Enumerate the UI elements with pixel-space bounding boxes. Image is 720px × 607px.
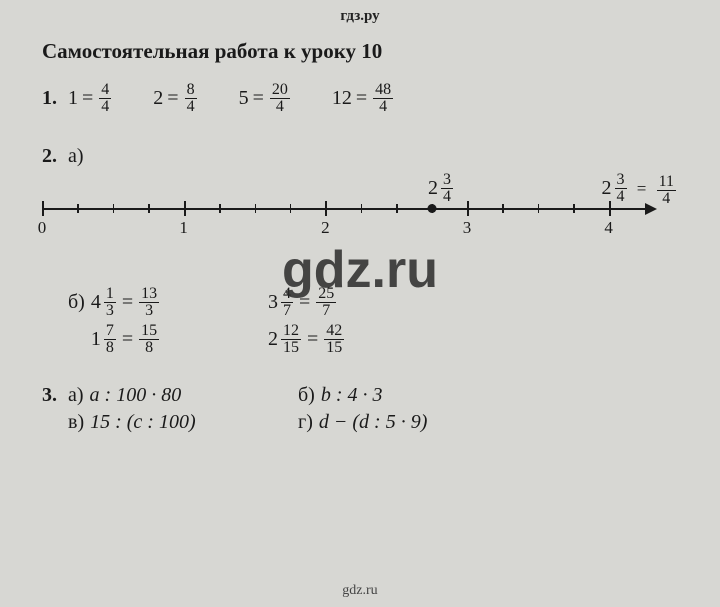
page-title: Самостоятельная работа к уроку 10: [42, 39, 678, 64]
marked-point: [427, 204, 436, 213]
q1-number: 1.: [42, 87, 68, 110]
q2-header-row: 2. а): [42, 145, 678, 168]
q1-item-1: 1= 44: [68, 82, 113, 115]
q1-item-3: 5= 204: [239, 82, 292, 115]
number-line: 01234: [42, 194, 657, 234]
site-footer: gdz.ru: [0, 583, 720, 599]
major-tick: [325, 201, 327, 216]
minor-tick: [148, 204, 150, 213]
q1-lhs-1: 1: [68, 87, 78, 110]
minor-tick: [573, 204, 575, 213]
q2b-block: б) 413 = 133 347 = 257 б) 178 = 158: [42, 286, 678, 356]
equals: =: [82, 87, 93, 110]
q2b-r2c2: 21215 = 4215: [268, 323, 346, 356]
tick-label: 4: [604, 218, 613, 238]
q2b-r2c1: б) 178 = 158: [68, 323, 268, 356]
number-line-wrap: 2 34 2 34 = 114 01234: [42, 194, 678, 234]
q3-number: 3.: [42, 384, 68, 407]
major-tick: [467, 201, 469, 216]
q3b: б) b : 4 · 3: [298, 384, 383, 407]
q2b-row2: б) 178 = 158 21215 = 4215: [42, 323, 678, 356]
tick-label: 2: [321, 218, 330, 238]
q1-row: 1. 1= 44 2= 84 5= 204 12= 484: [42, 82, 678, 115]
q2b-r1c1: б) 413 = 133: [68, 286, 268, 319]
minor-tick: [290, 204, 292, 213]
minor-tick: [538, 204, 540, 213]
q1-item-2: 2= 84: [153, 82, 198, 115]
q3-row2: в) 15 : (c : 100) г) d − (d : 5 · 9): [42, 411, 678, 434]
q3a: а) a : 100 · 80: [68, 384, 298, 407]
major-tick: [42, 201, 44, 216]
minor-tick: [502, 204, 504, 213]
q3g: г) d − (d : 5 · 9): [298, 411, 427, 434]
q3v: в) 15 : (c : 100): [68, 411, 298, 434]
q1-item-4: 12= 484: [332, 82, 395, 115]
q2b-r1c2: 347 = 257: [268, 286, 338, 319]
site-header: гдз.ру: [0, 0, 720, 39]
fraction: 44: [99, 82, 111, 115]
tick-label: 0: [38, 218, 47, 238]
tick-label: 1: [179, 218, 188, 238]
major-tick: [609, 201, 611, 216]
minor-tick: [255, 204, 257, 213]
axis-line: [42, 208, 647, 210]
minor-tick: [396, 204, 398, 213]
minor-tick: [77, 204, 79, 213]
q2-block: 2. а) 2 34 2 34 = 114 01234: [42, 145, 678, 356]
axis-arrow-icon: [645, 203, 657, 215]
q2b-row1: б) 413 = 133 347 = 257: [42, 286, 678, 319]
q2-number: 2.: [42, 145, 68, 168]
minor-tick: [361, 204, 363, 213]
q3-row1: 3. а) a : 100 · 80 б) b : 4 · 3: [42, 384, 678, 407]
q2a-label: а): [68, 145, 84, 168]
major-tick: [184, 201, 186, 216]
minor-tick: [113, 204, 115, 213]
page-content: Самостоятельная работа к уроку 10 1. 1= …: [0, 39, 720, 434]
minor-tick: [219, 204, 221, 213]
q3-block: 3. а) a : 100 · 80 б) b : 4 · 3 в) 15 : …: [42, 384, 678, 434]
tick-label: 3: [463, 218, 472, 238]
